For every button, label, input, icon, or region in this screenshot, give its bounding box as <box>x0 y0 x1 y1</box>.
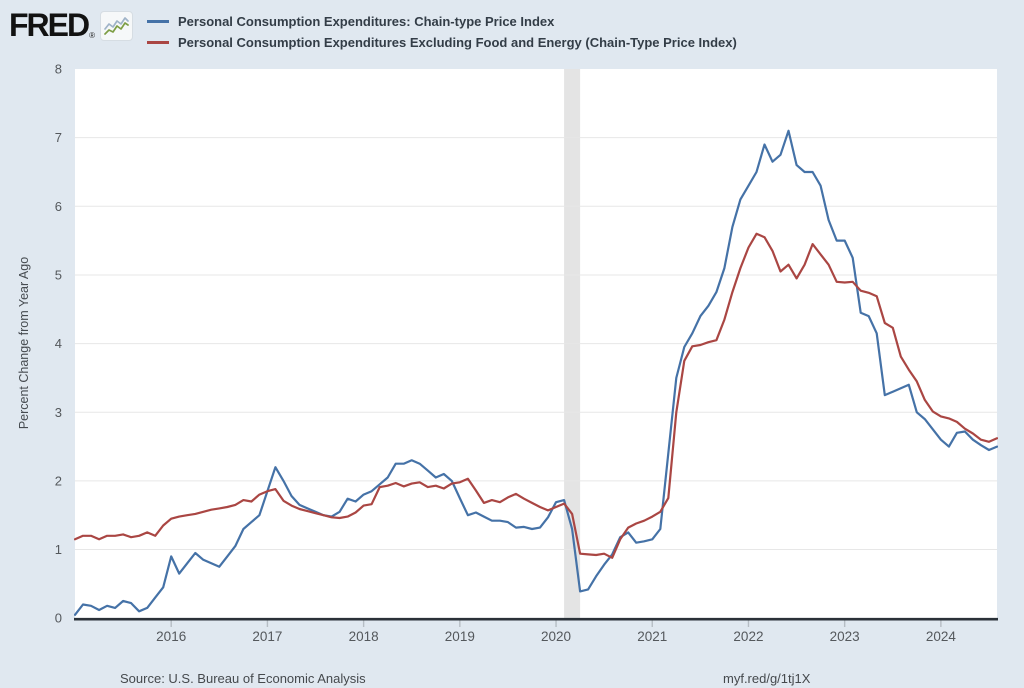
registered-mark: ® <box>89 31 96 40</box>
x-tick-label: 2021 <box>637 629 667 644</box>
shortlink[interactable]: myf.red/g/1tj1X <box>723 671 811 686</box>
x-tick-label: 2024 <box>926 629 957 644</box>
x-tick-label: 2016 <box>156 629 186 644</box>
series-line-core-pce <box>74 232 998 559</box>
x-tick-label: 2017 <box>252 629 282 644</box>
legend-swatch-red <box>147 41 169 44</box>
legend-item-core-pce[interactable]: Personal Consumption Expenditures Exclud… <box>147 34 737 51</box>
legend-swatch-blue <box>147 20 169 23</box>
fred-logo-text: FRED <box>9 7 90 43</box>
legend: Personal Consumption Expenditures: Chain… <box>147 13 737 55</box>
legend-label-core-pce: Personal Consumption Expenditures Exclud… <box>178 35 737 50</box>
legend-label-pce: Personal Consumption Expenditures: Chain… <box>178 14 555 29</box>
x-tick-label: 2023 <box>830 629 860 644</box>
y-tick-label: 4 <box>55 336 62 351</box>
x-tick-label: 2020 <box>541 629 571 644</box>
x-tick-label: 2022 <box>733 629 763 644</box>
legend-item-pce[interactable]: Personal Consumption Expenditures: Chain… <box>147 13 737 30</box>
fred-logo[interactable]: FRED ® <box>9 7 134 43</box>
series-line-pce <box>74 129 998 616</box>
x-tick-label: 2019 <box>445 629 475 644</box>
y-tick-label: 5 <box>55 267 62 282</box>
source-note: Source: U.S. Bureau of Economic Analysis <box>120 671 366 686</box>
x-tick-label: 2018 <box>349 629 379 644</box>
y-axis-title: Percent Change from Year Ago <box>17 256 31 430</box>
y-tick-label: 6 <box>55 199 62 214</box>
y-tick-label: 7 <box>55 130 62 145</box>
y-tick-label: 2 <box>55 473 62 488</box>
y-tick-label: 0 <box>55 611 62 626</box>
y-tick-label: 8 <box>55 62 62 77</box>
y-tick-label: 3 <box>55 405 62 420</box>
fred-sparkline-icon <box>100 11 134 41</box>
y-tick-label: 1 <box>55 542 62 557</box>
